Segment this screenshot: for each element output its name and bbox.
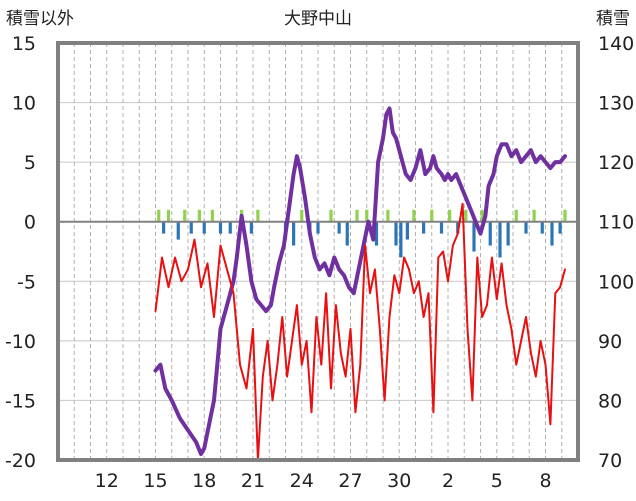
- bar-negative: [472, 221, 476, 252]
- left-tick-label: -5: [17, 271, 36, 293]
- x-tick-label: 18: [192, 470, 216, 492]
- left-tick-label: -20: [5, 450, 36, 472]
- bar-positive: [183, 209, 187, 222]
- bar-negative: [394, 221, 398, 246]
- bar-negative: [488, 221, 492, 246]
- bar-negative: [292, 221, 296, 246]
- bar-negative: [540, 221, 544, 234]
- bar-negative: [498, 221, 502, 258]
- bar-negative: [558, 221, 562, 234]
- left-tick-label: -15: [5, 390, 36, 412]
- right-axis-label: 積雪: [596, 9, 630, 29]
- bar-positive: [256, 209, 260, 222]
- bar-positive: [355, 209, 359, 222]
- bar-positive: [448, 209, 452, 222]
- left-axis-ticks: 15 10 5 0 -5 -10 -15 -20: [5, 33, 36, 472]
- bar-negative: [176, 221, 180, 240]
- right-tick-label: 70: [598, 450, 622, 472]
- bar-positive: [166, 209, 171, 222]
- bar-positive: [329, 209, 333, 222]
- right-tick-label: 110: [598, 212, 634, 234]
- bar-negative: [506, 221, 510, 246]
- right-tick-label: 140: [598, 33, 634, 55]
- line-series: [153, 106, 567, 461]
- bar-negative: [374, 221, 379, 246]
- bar-positive: [563, 209, 567, 222]
- x-tick-label: 2: [442, 470, 454, 492]
- x-tick-label: 8: [539, 470, 551, 492]
- right-axis-ticks: 140 130 120 110 100 90 80 70: [598, 33, 634, 472]
- bar-negative: [218, 221, 223, 234]
- x-tick-label: 12: [95, 470, 119, 492]
- bar-negative: [524, 221, 528, 234]
- bar-negative: [345, 221, 349, 246]
- bar-positive: [157, 209, 161, 222]
- left-tick-label: -10: [5, 331, 36, 353]
- bar-negative: [550, 221, 554, 246]
- snow-depth-line: [153, 106, 567, 456]
- right-tick-label: 100: [598, 271, 634, 293]
- right-tick-label: 120: [598, 152, 634, 174]
- x-tick-label: 30: [387, 470, 411, 492]
- bar-negative: [337, 221, 341, 234]
- plot-frame: [56, 41, 580, 462]
- bar-positive: [412, 209, 416, 222]
- left-axis-label: 積雪以外: [6, 9, 74, 29]
- left-tick-label: 15: [12, 33, 36, 55]
- x-tick-label: 5: [491, 470, 503, 492]
- bar-positive: [464, 209, 468, 222]
- bar-positive: [430, 209, 434, 222]
- x-tick-label: 24: [290, 470, 314, 492]
- bar-negative: [439, 221, 444, 234]
- bar-positive: [365, 209, 369, 222]
- temperature-line: [154, 202, 566, 461]
- bar-negative: [249, 221, 253, 234]
- x-tick-label: 15: [143, 470, 167, 492]
- bar-positive: [514, 209, 518, 222]
- bar-negative: [316, 221, 320, 234]
- bar-positive: [386, 209, 390, 222]
- bar-negative: [399, 221, 403, 258]
- bar-positive: [532, 209, 536, 222]
- left-tick-label: 5: [24, 152, 36, 174]
- bar-negative: [422, 221, 426, 234]
- bar-positive: [300, 209, 304, 222]
- bar-positive: [210, 209, 214, 222]
- bar-negative: [405, 221, 409, 240]
- chart-title: 大野中山: [284, 9, 352, 29]
- bar-negative: [228, 221, 232, 234]
- right-tick-label: 130: [598, 93, 634, 115]
- bar-negative: [202, 221, 206, 234]
- x-tick-label: 27: [338, 470, 362, 492]
- bar-positive: [480, 209, 484, 222]
- right-tick-label: 80: [598, 390, 622, 412]
- right-tick-label: 90: [598, 331, 622, 353]
- left-tick-label: 0: [24, 212, 36, 234]
- bar-negative: [189, 221, 193, 234]
- x-tick-label: 21: [241, 470, 265, 492]
- bar-positive: [197, 209, 201, 222]
- x-axis-ticks: 12 15 18 21 24 27 30 2 5 8: [95, 470, 552, 492]
- left-tick-label: 10: [12, 93, 36, 115]
- bar-negative: [162, 221, 166, 234]
